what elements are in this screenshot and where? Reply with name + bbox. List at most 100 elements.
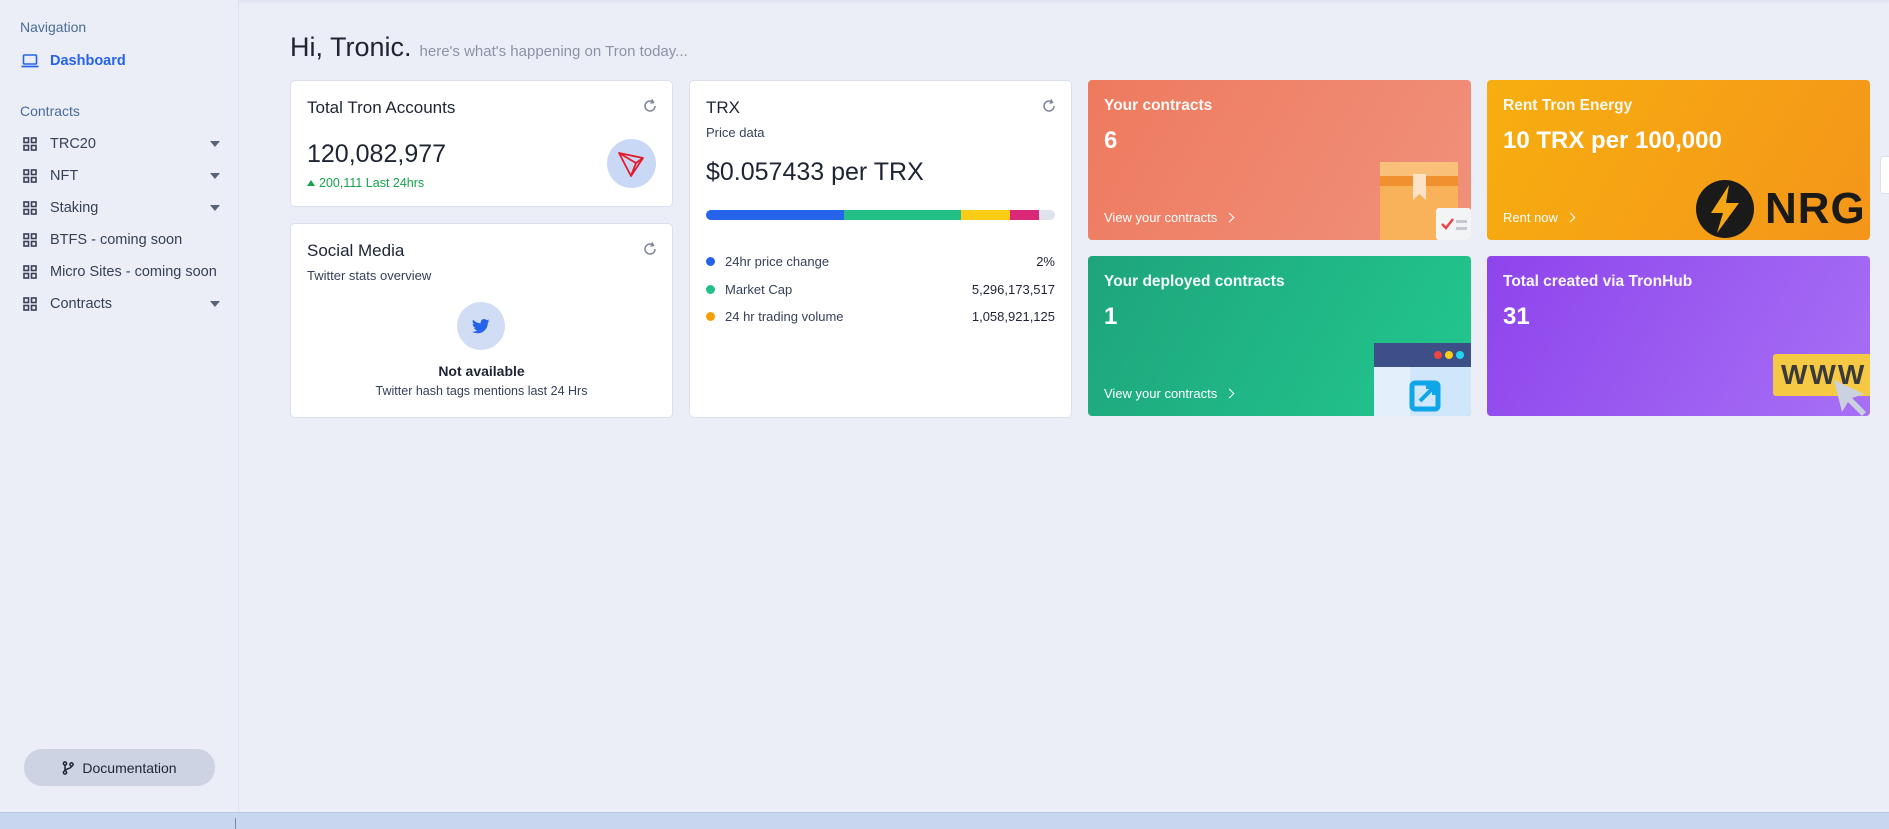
legend-dot xyxy=(706,257,715,267)
accounts-delta: 200,111 Last 24hrs xyxy=(307,176,424,190)
nrg-logo-text: NRG xyxy=(1765,184,1866,233)
social-note: Twitter hash tags mentions last 24 Hrs xyxy=(375,384,588,398)
grid-icon xyxy=(20,230,40,250)
trx-subtitle: Price data xyxy=(706,125,765,140)
total-created-tile[interactable]: Total created via TronHub 31 WWW xyxy=(1487,256,1870,416)
refresh-icon[interactable] xyxy=(642,241,658,257)
laptop-icon xyxy=(20,51,40,71)
legend-dot xyxy=(706,284,715,294)
documentation-button[interactable]: Documentation xyxy=(24,749,215,786)
price-distribution-bar xyxy=(706,210,1055,220)
sidebar-item-trc20[interactable]: TRC20 xyxy=(20,131,220,157)
caret-down-icon xyxy=(210,301,220,307)
bar-segment xyxy=(706,210,844,220)
sidebar-item-staking[interactable]: Staking xyxy=(20,195,220,221)
top-shadow xyxy=(0,0,1889,4)
grid-icon xyxy=(20,262,40,282)
tile-value: 6 xyxy=(1104,127,1118,154)
browser-window-illustration-icon xyxy=(1374,343,1471,416)
trx-stats-list: 24hr price change 2% Market Cap 5,296,17… xyxy=(706,248,1055,331)
stat-value: 2% xyxy=(1036,254,1055,270)
social-card: Social Media Twitter stats overview Not … xyxy=(290,223,673,418)
sidebar-item-micro-sites[interactable]: Micro Sites - coming soon xyxy=(20,259,220,285)
bar-segment xyxy=(843,210,961,220)
nav-heading: Navigation xyxy=(20,19,87,35)
grid-icon xyxy=(20,198,40,218)
stat-trading-volume: 24 hr trading volume 1,058,921,125 xyxy=(706,303,1055,331)
delta-text: 200,111 Last 24hrs xyxy=(319,176,425,190)
view-contracts-link[interactable]: View your contracts xyxy=(1104,210,1235,225)
tile-value: 31 xyxy=(1503,303,1530,330)
page-title: Hi, Tronic. xyxy=(290,32,412,62)
refresh-icon[interactable] xyxy=(1041,98,1057,114)
stat-label: 24 hr trading volume xyxy=(725,309,844,325)
sidebar-item-dashboard[interactable]: Dashboard xyxy=(20,48,220,74)
social-status: Not available xyxy=(438,363,525,379)
link-label: View your contracts xyxy=(1104,386,1218,401)
page-subtitle: here's what's happening on Tron today... xyxy=(419,43,688,60)
rent-now-link[interactable]: Rent now xyxy=(1503,210,1576,225)
sidebar-item-label: Micro Sites - coming soon xyxy=(50,264,217,280)
cursor-icon xyxy=(1834,380,1866,416)
sidebar-item-btfs[interactable]: BTFS - coming soon xyxy=(20,227,220,253)
bar-segment xyxy=(1009,210,1040,220)
status-bar xyxy=(0,812,1889,829)
stat-price-change: 24hr price change 2% xyxy=(706,248,1055,276)
tron-logo-icon xyxy=(607,139,656,188)
grid-icon xyxy=(20,134,40,154)
contracts-heading: Contracts xyxy=(20,103,80,119)
sidebar-item-label: TRC20 xyxy=(50,136,96,152)
divider xyxy=(235,818,236,829)
tile-value: 10 TRX per 100,000 xyxy=(1503,127,1722,154)
bar-segment xyxy=(960,210,1010,220)
chevron-right-icon xyxy=(1565,212,1576,223)
tile-title: Rent Tron Energy xyxy=(1503,97,1633,114)
deployed-contracts-tile[interactable]: Your deployed contracts 1 View your cont… xyxy=(1088,256,1471,416)
stat-market-cap: Market Cap 5,296,173,517 xyxy=(706,276,1055,304)
social-title: Social Media xyxy=(307,241,405,260)
trx-card: TRX Price data $0.057433 per TRX 24hr pr… xyxy=(689,80,1072,418)
trx-price: $0.057433 per TRX xyxy=(706,158,924,186)
accounts-value: 120,082,977 xyxy=(307,140,447,168)
www-text: WWW xyxy=(1781,359,1867,390)
caret-down-icon xyxy=(210,173,220,179)
stat-value: 1,058,921,125 xyxy=(971,309,1055,325)
git-branch-icon xyxy=(63,760,75,775)
view-deployed-contracts-link[interactable]: View your contracts xyxy=(1104,386,1235,401)
bar-segment xyxy=(1039,210,1055,220)
sidebar-item-label: Contracts xyxy=(50,296,113,312)
grid-icon xyxy=(20,166,40,186)
stat-value: 5,296,173,517 xyxy=(971,281,1055,297)
chevron-right-icon xyxy=(1224,388,1235,399)
accounts-title: Total Tron Accounts xyxy=(307,98,456,117)
sidebar: Navigation Dashboard Contracts TRC20 NFT… xyxy=(0,0,239,812)
link-label: Rent now xyxy=(1503,210,1558,225)
caret-down-icon xyxy=(210,141,220,147)
lightning-logo-icon xyxy=(1696,180,1754,238)
social-subtitle: Twitter stats overview xyxy=(307,268,432,283)
www-illustration: WWW xyxy=(1773,354,1870,396)
tile-title: Your deployed contracts xyxy=(1104,273,1285,290)
sidebar-item-label: Staking xyxy=(50,200,99,216)
tile-value: 1 xyxy=(1104,303,1118,330)
tile-title: Your contracts xyxy=(1104,97,1213,114)
box-illustration-icon xyxy=(1380,162,1471,240)
trx-title: TRX xyxy=(706,98,740,117)
your-contracts-tile[interactable]: Your contracts 6 View your contracts xyxy=(1088,80,1471,240)
side-panel-tab[interactable] xyxy=(1880,156,1889,194)
sidebar-item-label: BTFS - coming soon xyxy=(50,232,183,248)
sidebar-item-contracts[interactable]: Contracts xyxy=(20,291,220,317)
tile-title: Total created via TronHub xyxy=(1503,273,1693,290)
twitter-icon xyxy=(457,302,505,350)
rent-energy-tile[interactable]: Rent Tron Energy 10 TRX per 100,000 Rent… xyxy=(1487,80,1870,240)
sidebar-item-label: NFT xyxy=(50,168,79,184)
grid-icon xyxy=(20,294,40,314)
legend-dot xyxy=(706,312,715,322)
stat-label: 24hr price change xyxy=(725,254,830,270)
stat-label: Market Cap xyxy=(725,281,793,297)
arrow-up-icon xyxy=(307,180,315,186)
sidebar-item-nft[interactable]: NFT xyxy=(20,163,220,189)
chevron-right-icon xyxy=(1224,212,1235,223)
refresh-icon[interactable] xyxy=(642,98,658,114)
nrg-logo: NRG xyxy=(1695,179,1866,239)
